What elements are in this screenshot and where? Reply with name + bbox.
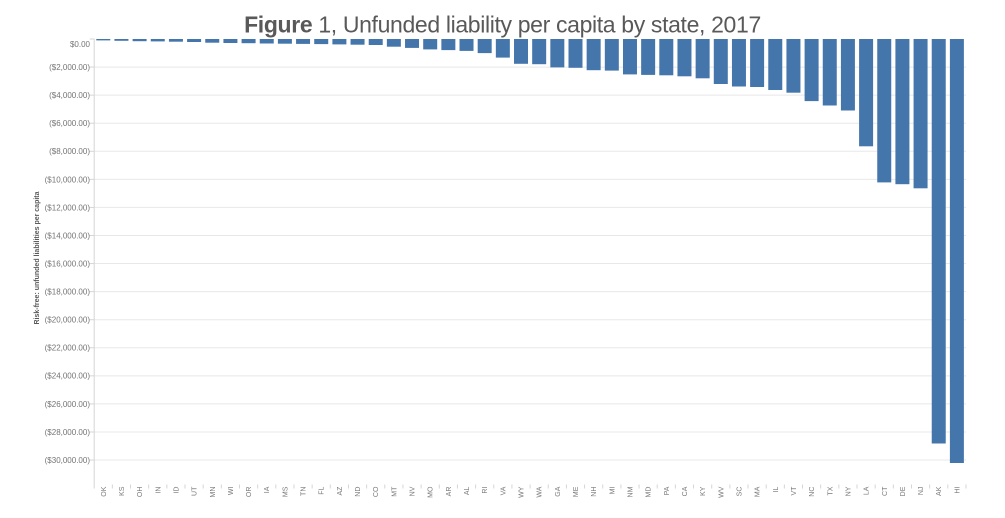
svg-text:WI: WI: [228, 487, 235, 496]
svg-text:($12,000.00): ($12,000.00): [45, 203, 91, 212]
svg-text:OK: OK: [101, 486, 108, 496]
svg-text:LA: LA: [864, 486, 871, 495]
svg-text:WV: WV: [718, 486, 725, 498]
svg-text:ME: ME: [573, 486, 580, 497]
svg-text:($6,000.00): ($6,000.00): [49, 119, 90, 128]
svg-text:($4,000.00): ($4,000.00): [49, 91, 90, 100]
svg-text:HI: HI: [954, 487, 961, 494]
svg-text:($24,000.00): ($24,000.00): [45, 372, 91, 381]
svg-text:($18,000.00): ($18,000.00): [45, 288, 91, 297]
svg-text:MI: MI: [609, 487, 616, 495]
svg-text:KS: KS: [119, 486, 126, 496]
svg-text:Risk-free: unfunded liabilitie: Risk-free: unfunded liabilities per capi…: [34, 191, 41, 324]
svg-text:DE: DE: [900, 486, 907, 496]
svg-text:CO: CO: [373, 486, 380, 497]
svg-text:NC: NC: [809, 487, 816, 497]
svg-text:FL: FL: [319, 486, 326, 494]
svg-text:ID: ID: [173, 487, 180, 494]
svg-text:($28,000.00): ($28,000.00): [45, 428, 91, 437]
svg-text:($20,000.00): ($20,000.00): [45, 316, 91, 325]
svg-text:AL: AL: [464, 486, 471, 495]
svg-text:($2,000.00): ($2,000.00): [49, 63, 90, 72]
svg-text:RI: RI: [482, 487, 489, 494]
svg-text:AK: AK: [936, 486, 943, 496]
svg-text:ND: ND: [355, 487, 362, 497]
svg-text:OH: OH: [137, 487, 144, 498]
svg-text:AZ: AZ: [337, 486, 344, 496]
svg-text:NJ: NJ: [918, 487, 925, 496]
svg-text:Figure 1, Unfunded liability p: Figure 1, Unfunded liability per capita …: [244, 12, 761, 38]
svg-text:GA: GA: [555, 486, 562, 496]
svg-text:($26,000.00): ($26,000.00): [45, 400, 91, 409]
svg-text:($22,000.00): ($22,000.00): [45, 344, 91, 353]
svg-text:($8,000.00): ($8,000.00): [49, 147, 90, 156]
svg-text:($10,000.00): ($10,000.00): [45, 175, 91, 184]
svg-text:NM: NM: [627, 486, 634, 497]
svg-text:NV: NV: [410, 486, 417, 496]
svg-text:UT: UT: [192, 486, 199, 496]
svg-text:SC: SC: [736, 487, 743, 497]
svg-text:CA: CA: [682, 486, 689, 496]
svg-text:OR: OR: [246, 487, 253, 498]
svg-text:IL: IL: [773, 486, 780, 492]
svg-text:WY: WY: [519, 486, 526, 498]
svg-text:($30,000.00): ($30,000.00): [45, 456, 91, 465]
svg-text:MN: MN: [210, 487, 217, 498]
svg-text:PA: PA: [664, 486, 671, 495]
svg-text:VT: VT: [791, 486, 798, 496]
svg-text:TN: TN: [301, 487, 308, 496]
svg-text:CT: CT: [882, 486, 889, 496]
svg-text:WA: WA: [537, 486, 544, 497]
svg-text:AR: AR: [446, 487, 453, 497]
svg-text:$0.00: $0.00: [70, 40, 91, 49]
svg-text:TX: TX: [827, 486, 834, 495]
svg-text:NY: NY: [845, 486, 852, 496]
svg-text:IN: IN: [155, 487, 162, 494]
svg-text:NH: NH: [591, 487, 598, 497]
svg-text:VA: VA: [500, 486, 507, 495]
svg-text:MA: MA: [755, 486, 762, 497]
svg-text:MT: MT: [391, 486, 398, 497]
svg-text:($14,000.00): ($14,000.00): [45, 231, 91, 240]
svg-text:($16,000.00): ($16,000.00): [45, 259, 91, 268]
svg-text:MS: MS: [282, 486, 289, 497]
svg-text:MD: MD: [646, 487, 653, 498]
svg-text:KY: KY: [700, 486, 707, 496]
svg-text:MO: MO: [428, 486, 435, 498]
svg-text:IA: IA: [264, 486, 271, 493]
